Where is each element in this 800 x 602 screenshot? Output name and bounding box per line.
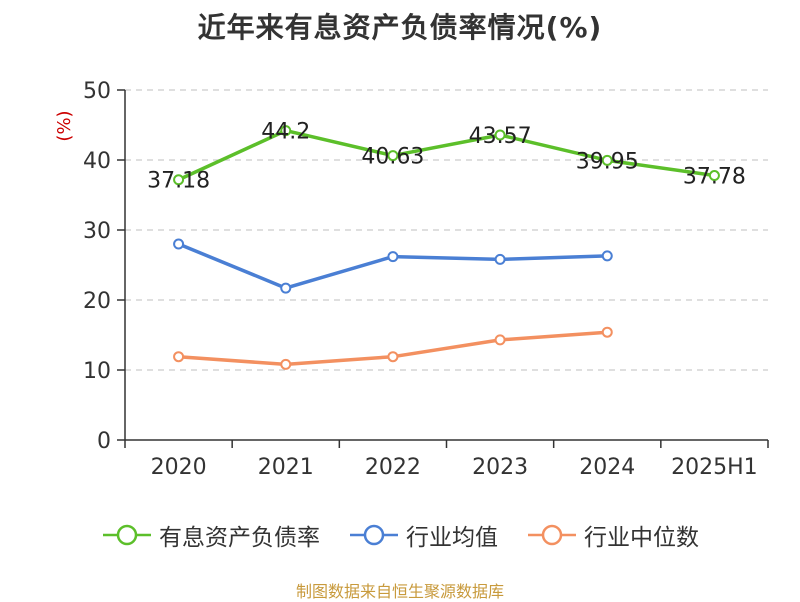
x-tick-label: 2025H1 — [671, 455, 758, 480]
y-tick-label: 30 — [83, 219, 111, 244]
series-line-1 — [177, 242, 608, 290]
data-point — [601, 250, 613, 262]
data-source-note: 制图数据来自恒生聚源数据库 — [295, 582, 504, 601]
y-tick-label: 40 — [83, 149, 111, 174]
data-point — [494, 253, 506, 265]
x-tick-label: 2020 — [151, 455, 207, 480]
data-point — [280, 358, 292, 370]
legend-marker-icon — [103, 524, 151, 546]
legend-label: 行业均值 — [406, 525, 498, 551]
data-point — [280, 125, 292, 137]
y-tick-label: 20 — [83, 289, 111, 314]
data-point — [601, 326, 613, 338]
data-point — [708, 170, 720, 182]
chart-legend: 有息资产负债率 行业均值 行业中位数 — [0, 518, 800, 552]
legend-label: 有息资产负债率 — [159, 525, 320, 551]
data-point — [280, 282, 292, 294]
legend-label: 行业中位数 — [584, 525, 699, 551]
y-tick-label: 50 — [83, 79, 111, 104]
y-tick-label: 0 — [97, 429, 111, 454]
legend-item: 行业中位数 — [526, 518, 699, 552]
data-point — [601, 154, 613, 166]
x-tick-label: 2022 — [365, 455, 421, 480]
y-axis-unit-label: (%) — [54, 110, 75, 141]
data-label: 43.57 — [469, 124, 532, 149]
data-point — [173, 174, 185, 186]
data-point — [494, 129, 506, 141]
data-point — [173, 351, 185, 363]
series-line-0 — [177, 128, 715, 182]
y-tick-label: 10 — [83, 359, 111, 384]
data-label: 37.78 — [683, 165, 746, 190]
data-label: 37.18 — [147, 169, 210, 194]
data-point — [387, 251, 399, 263]
legend-item: 有息资产负债率 — [101, 518, 320, 552]
data-point — [173, 238, 185, 250]
data-label: 39.95 — [576, 149, 639, 174]
x-tick-label: 2024 — [579, 455, 635, 480]
legend-marker-icon — [350, 524, 398, 546]
x-tick-label: 2021 — [258, 455, 314, 480]
x-tick-label: 2023 — [472, 455, 528, 480]
chart-title: 近年来有息资产负债率情况(%) — [197, 11, 603, 44]
data-point — [494, 334, 506, 346]
data-point — [387, 351, 399, 363]
data-point — [387, 150, 399, 162]
data-label: 44.2 — [261, 120, 310, 145]
data-label: 40.63 — [361, 145, 424, 170]
legend-item: 行业均值 — [348, 518, 498, 552]
legend-marker-icon — [528, 524, 576, 546]
